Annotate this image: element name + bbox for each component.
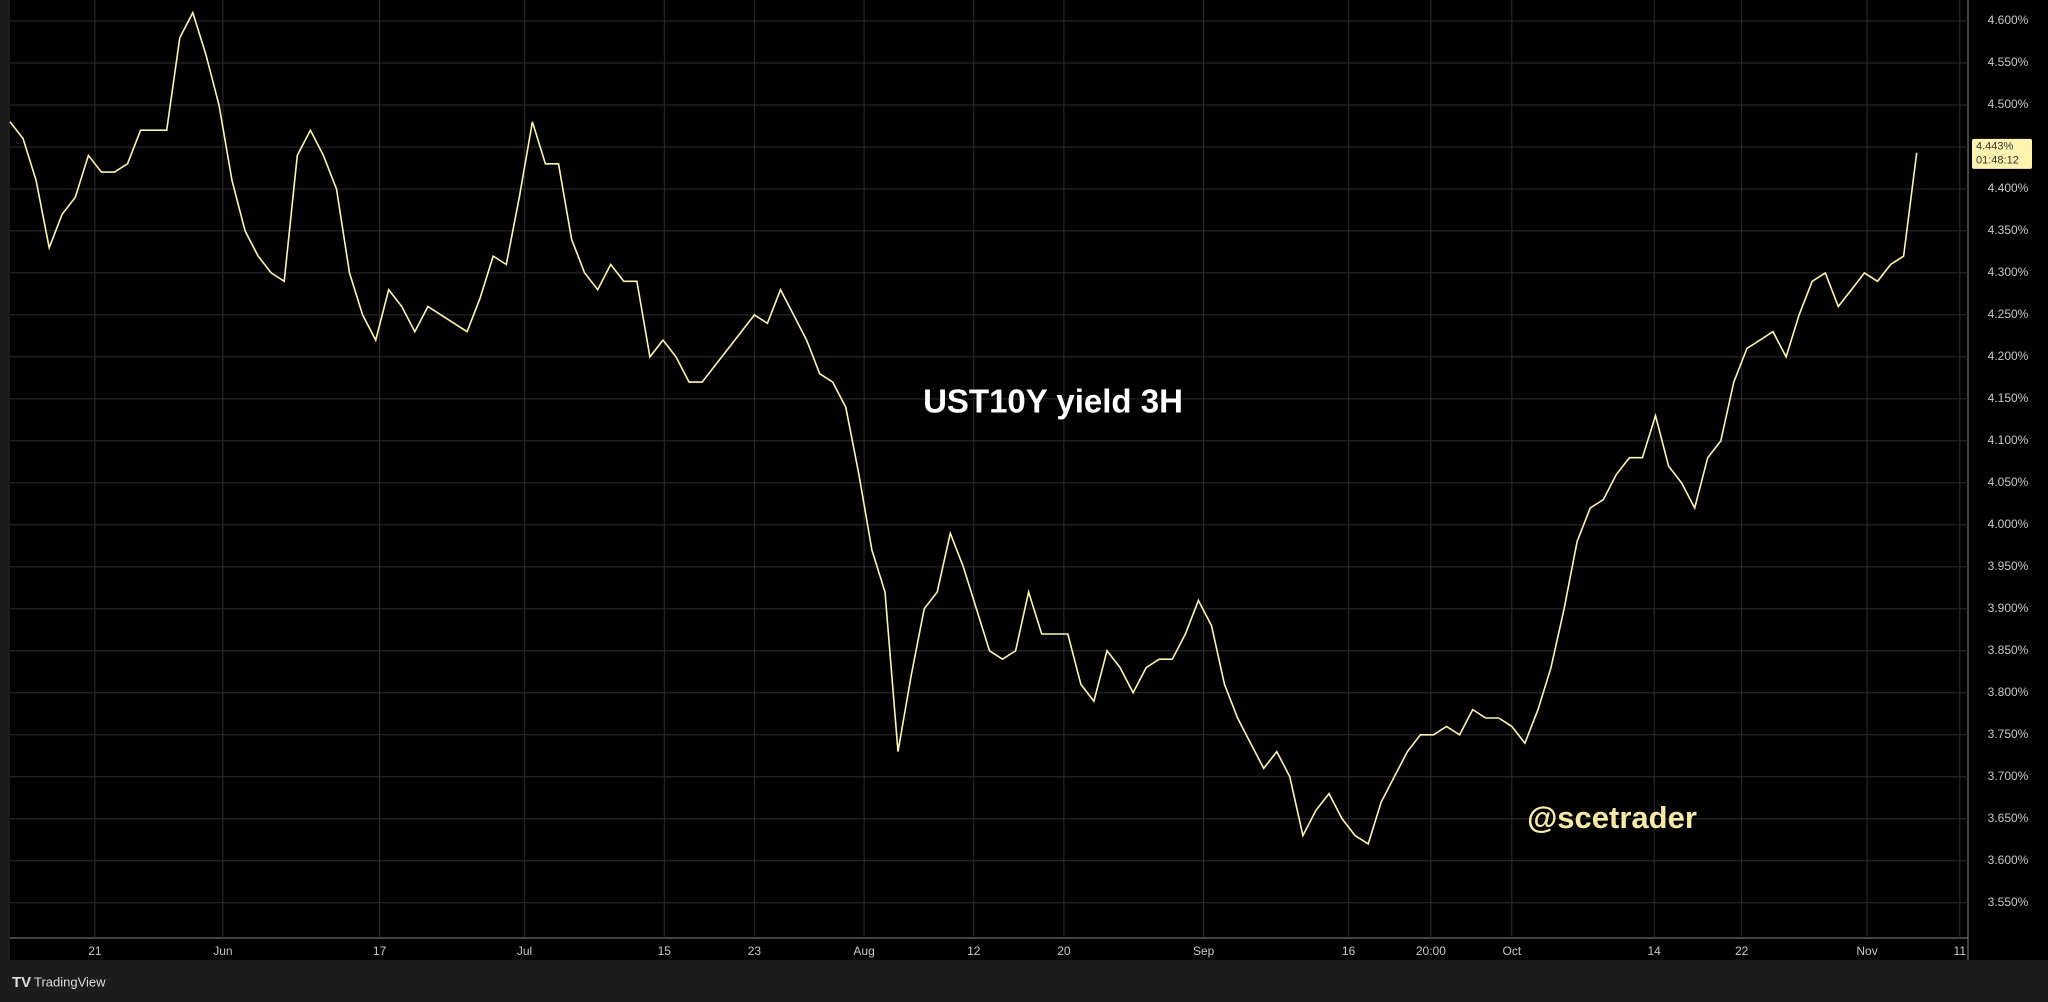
- y-tick-label: 3.700%: [1988, 769, 2029, 783]
- x-tick-label: 11: [1954, 944, 1967, 958]
- x-tick-label: Sep: [1193, 944, 1215, 958]
- x-tick-label: 20:00: [1416, 944, 1446, 958]
- y-tick-label: 4.200%: [1988, 349, 2029, 363]
- price-tag: [1972, 138, 2032, 169]
- y-tick-label: 3.850%: [1988, 643, 2029, 657]
- y-tick-label: 4.300%: [1988, 265, 2029, 279]
- y-tick-label: 4.400%: [1988, 181, 2029, 195]
- time-axis: [10, 938, 1968, 960]
- x-tick-label: Aug: [853, 944, 874, 958]
- x-tick-label: 14: [1648, 944, 1662, 958]
- y-tick-label: 4.150%: [1988, 391, 2029, 405]
- countdown: 01:48:12: [1976, 155, 2019, 167]
- logo: TV TradingView: [12, 974, 106, 991]
- x-tick-label: 23: [748, 944, 762, 958]
- x-tick-label: 22: [1735, 944, 1749, 958]
- y-tick-label: 3.550%: [1988, 895, 2029, 909]
- y-tick-label: 4.500%: [1988, 97, 2029, 111]
- x-tick-label: 17: [373, 944, 387, 958]
- x-tick-label: Nov: [1856, 944, 1877, 958]
- chart-title: UST10Y yield 3H: [923, 383, 1183, 420]
- x-tick-label: 21: [88, 944, 102, 958]
- y-tick-label: 3.650%: [1988, 811, 2029, 825]
- y-tick-label: 4.100%: [1988, 433, 2029, 447]
- x-tick-label: Oct: [1503, 944, 1522, 958]
- x-tick-label: 15: [658, 944, 672, 958]
- y-tick-label: 4.350%: [1988, 223, 2029, 237]
- plot-area: [10, 0, 1968, 938]
- x-tick-label: 16: [1342, 944, 1356, 958]
- price-line: [9, 10, 1918, 846]
- brand: TradingView: [34, 974, 106, 989]
- x-tick-label: Jul: [517, 944, 532, 958]
- y-tick-label: 4.050%: [1988, 475, 2029, 489]
- y-tick-label: 3.800%: [1988, 685, 2029, 699]
- y-tick-label: 4.000%: [1988, 517, 2029, 531]
- logo-icon: TV: [12, 974, 31, 991]
- y-tick-label: 4.550%: [1988, 55, 2029, 69]
- y-tick-label: 4.600%: [1988, 13, 2029, 27]
- y-tick-label: 4.250%: [1988, 307, 2029, 321]
- y-tick-label: 3.750%: [1988, 727, 2029, 741]
- y-tick-label: 3.600%: [1988, 853, 2029, 867]
- price-tag-label: 4.443%: [1976, 141, 2014, 153]
- x-tick-label: Jun: [213, 944, 232, 958]
- y-tick-label: 3.950%: [1988, 559, 2029, 573]
- watermark: @scetrader: [1527, 800, 1697, 835]
- x-tick-label: 12: [967, 944, 981, 958]
- x-tick-label: 20: [1057, 944, 1071, 958]
- y-tick-label: 3.900%: [1988, 601, 2029, 615]
